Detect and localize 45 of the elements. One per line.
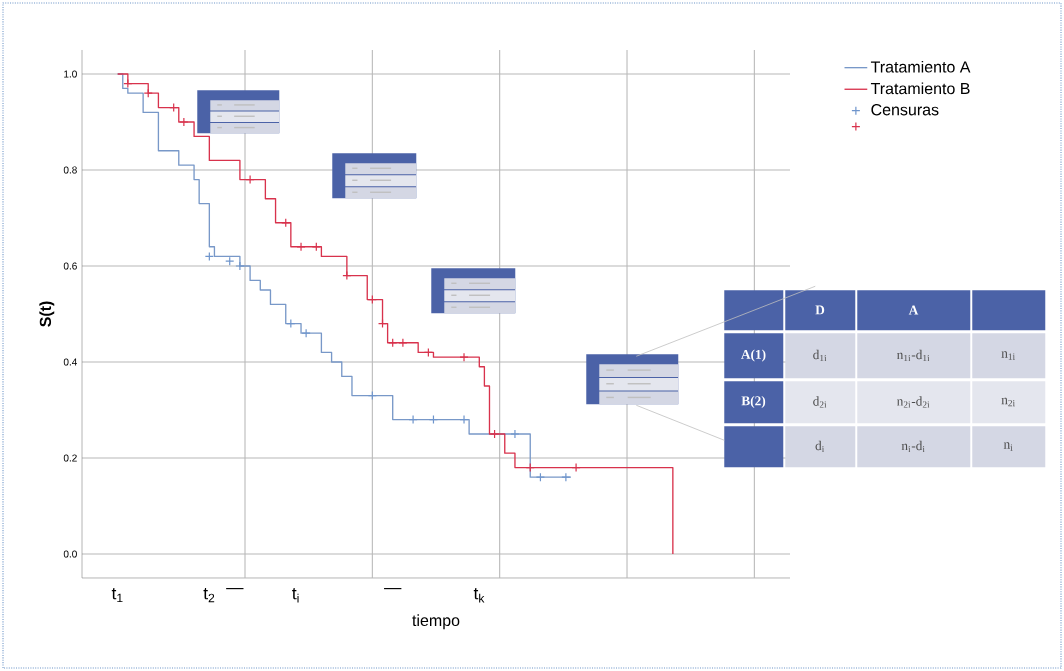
legend-label: Censuras <box>871 104 939 116</box>
y-tick-label: 0.0 <box>63 550 77 558</box>
point <box>235 261 245 271</box>
point <box>489 429 500 439</box>
x-axis-title: tiempo <box>412 614 460 630</box>
point <box>571 462 581 473</box>
point <box>408 414 418 425</box>
text: d$_{2i}$ <box>813 396 827 408</box>
text: d$_{i}$ <box>815 440 825 453</box>
point <box>123 78 133 89</box>
point <box>296 242 306 252</box>
point <box>510 429 520 439</box>
legend-label: Tratamiento B <box>870 82 970 95</box>
text: n$_{2i}$-d$_{2i}$ <box>897 396 930 408</box>
y-tick-label: 0.8 <box>63 166 77 174</box>
text: d$_{1i}$ <box>813 349 827 362</box>
point <box>459 414 469 425</box>
text: D <box>815 305 825 315</box>
x-tick-label: t$_{i}$ <box>292 588 299 603</box>
y-axis-title: S(t) <box>39 301 55 327</box>
text: n$_{i}$ <box>1003 442 1013 451</box>
point <box>301 328 311 338</box>
point <box>398 338 408 348</box>
text: n$_{2i}$ <box>1001 397 1015 407</box>
x-tick-label: — <box>384 588 402 590</box>
x-tick-label: t$_{2}$ <box>203 588 215 603</box>
x-tick-label: — <box>226 588 244 590</box>
point <box>342 270 352 281</box>
text: A <box>908 305 919 315</box>
y-tick-label: 0.6 <box>63 262 77 270</box>
x-tick-label: t$_{k}$ <box>473 588 485 603</box>
annotation: A(1) <box>741 349 766 362</box>
point <box>179 117 189 127</box>
point <box>459 352 469 362</box>
y-tick-label: 0.4 <box>63 358 78 366</box>
legend-label: Tratamiento A <box>870 60 971 73</box>
text: n$_{1i}$-d$_{1i}$ <box>897 349 930 362</box>
annotation: B(2) <box>741 395 766 409</box>
point <box>245 174 255 185</box>
y-tick-label: 1.0 <box>64 70 77 78</box>
x-tick-label: t$_{1}$ <box>111 588 123 603</box>
point <box>561 472 571 482</box>
text: n$_{1i}$ <box>1001 351 1015 360</box>
y-tick-label: 0.2 <box>63 454 77 462</box>
text: n$_{i}$-d$_{i}$ <box>901 440 925 453</box>
